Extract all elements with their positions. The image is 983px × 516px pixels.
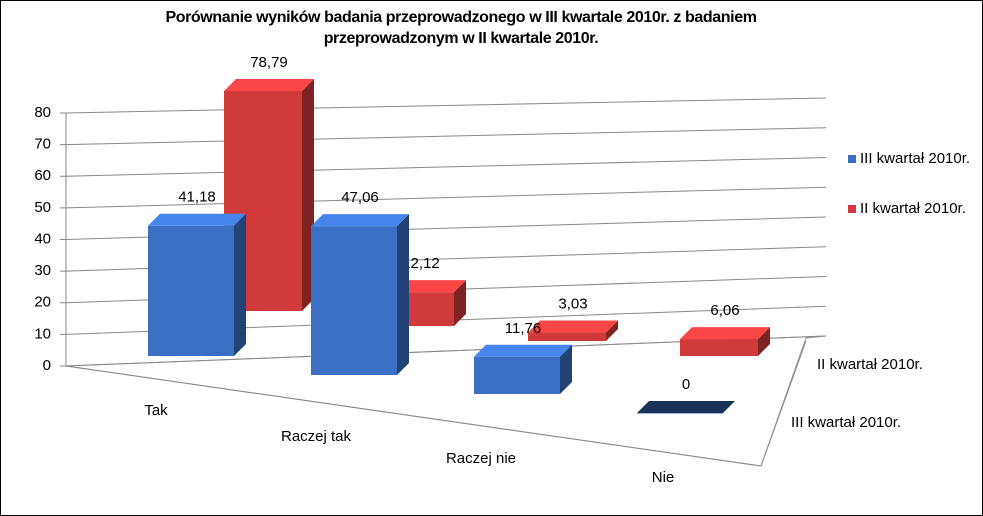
legend-label: III kwartał 2010r. <box>860 150 970 167</box>
bar-side <box>397 214 409 375</box>
bar-top <box>224 79 314 92</box>
y-tick-label: 50 <box>34 199 51 216</box>
y-tick-label: 60 <box>34 167 51 184</box>
bar-top <box>680 327 770 340</box>
bar-top <box>474 344 572 357</box>
legend-label: II kwartał 2010r. <box>860 200 966 217</box>
bar <box>474 344 572 394</box>
grid-line <box>65 97 827 114</box>
y-tick-label: 70 <box>34 136 51 153</box>
value-label: 41,18 <box>178 189 216 206</box>
bar-side <box>454 280 466 326</box>
y-tick-label: 10 <box>34 325 51 342</box>
bar-side <box>758 327 770 356</box>
x-tick-label: Nie <box>652 469 675 486</box>
bar-front <box>528 332 606 341</box>
bar-side <box>234 213 246 356</box>
bar-front <box>474 356 560 394</box>
bar <box>637 401 735 414</box>
grid-line <box>65 186 827 209</box>
y-tick-label: 30 <box>34 262 51 279</box>
value-label: 3,03 <box>558 296 587 313</box>
x-axis <box>65 365 762 467</box>
bar-top <box>148 213 246 226</box>
x-tick-label: Tak <box>144 402 168 419</box>
bar-front <box>680 339 758 356</box>
x-tick-label: Raczej tak <box>281 428 352 445</box>
y-tick-label: 40 <box>34 230 51 247</box>
depth-label: III kwartał 2010r. <box>791 414 901 431</box>
depth-label: II kwartał 2010r. <box>817 356 923 373</box>
bar-front <box>311 226 397 375</box>
y-tick-label: 80 <box>34 104 51 121</box>
x-tick-label: Raczej nie <box>446 450 516 467</box>
chart-title: Porównanie wyników badania przeprowadzon… <box>165 9 757 47</box>
value-label: 6,06 <box>710 302 739 319</box>
grid-line <box>65 127 827 146</box>
y-tick-label: 20 <box>34 294 51 311</box>
value-label: 12,12 <box>402 255 440 272</box>
value-label: 47,06 <box>341 189 379 206</box>
grid-line <box>65 157 827 177</box>
bar-top <box>528 320 618 333</box>
bar-side <box>560 344 572 394</box>
bar <box>311 214 409 375</box>
bar-front <box>148 225 234 356</box>
legend-swatch <box>848 155 856 163</box>
bar-side <box>606 320 618 341</box>
bar <box>148 213 246 356</box>
value-label: 0 <box>682 376 690 393</box>
bar-front <box>637 413 723 414</box>
value-label: 78,79 <box>250 54 288 71</box>
bar-top <box>637 401 735 413</box>
bar-top <box>311 214 409 227</box>
y-tick-label: 0 <box>43 357 51 374</box>
bar <box>528 320 618 341</box>
value-label: 11,76 <box>505 320 541 337</box>
depth-axis <box>760 340 807 467</box>
legend-swatch <box>848 205 856 213</box>
bar <box>680 327 770 356</box>
